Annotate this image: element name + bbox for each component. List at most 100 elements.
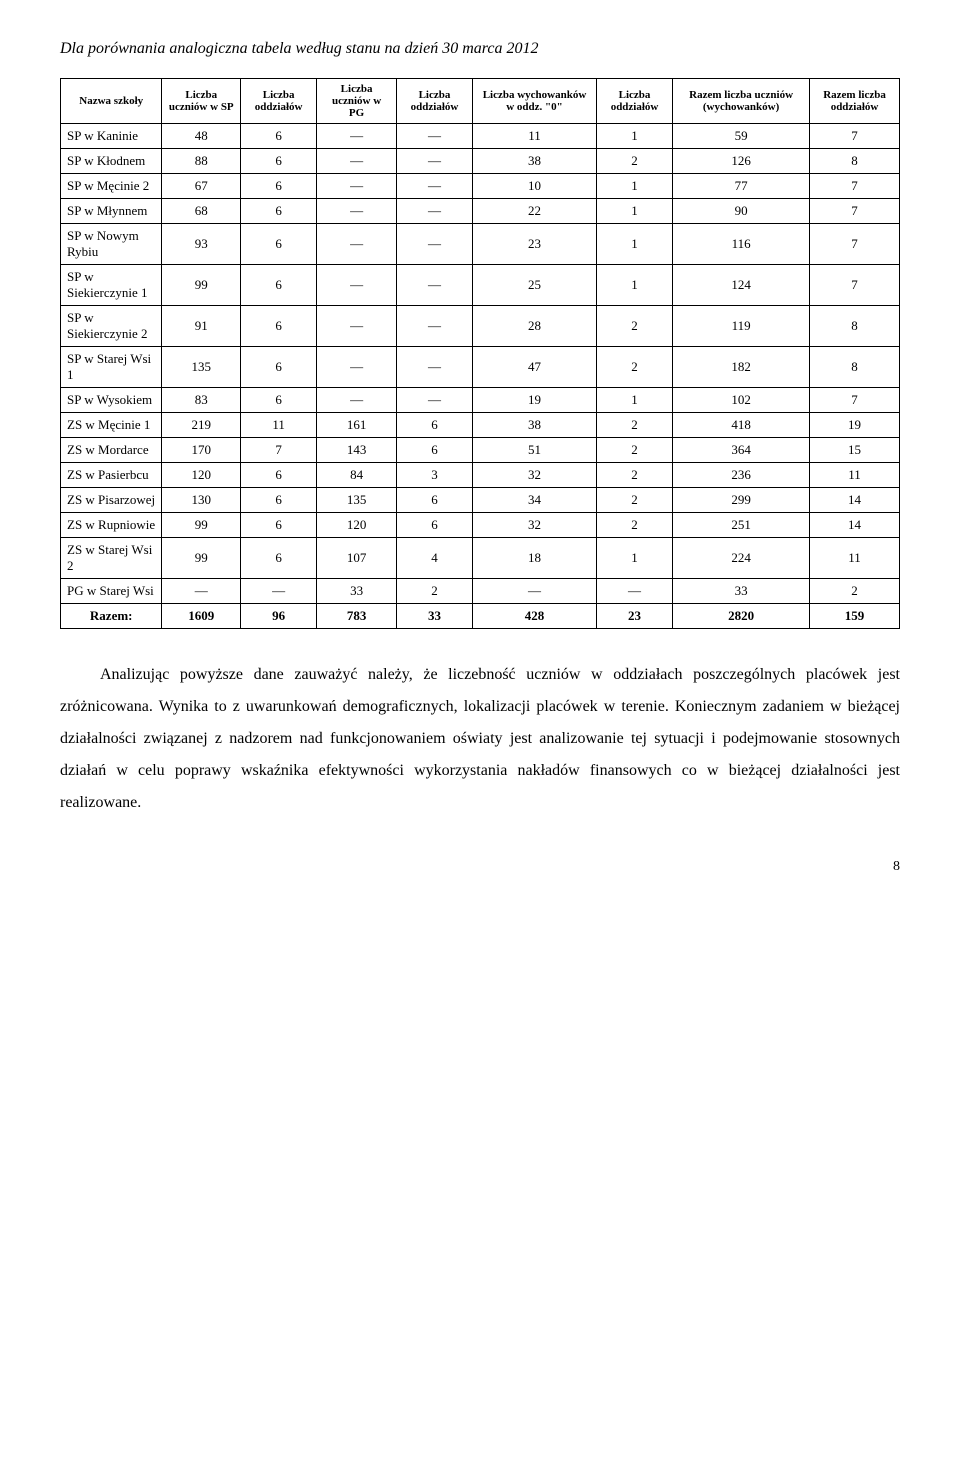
table-row: SP w Wysokiem836——1911027 xyxy=(61,388,900,413)
table-cell: 33 xyxy=(396,604,472,629)
table-row: SP w Kłodnem886——3821268 xyxy=(61,149,900,174)
table-cell: 90 xyxy=(673,199,810,224)
table-cell: — xyxy=(317,199,397,224)
col-header: Nazwa szkoły xyxy=(61,79,162,124)
table-cell: 2 xyxy=(596,513,672,538)
table-cell: SP w Wysokiem xyxy=(61,388,162,413)
table-cell: 11 xyxy=(241,413,317,438)
table-cell: 159 xyxy=(810,604,900,629)
table-cell: 88 xyxy=(162,149,241,174)
table-cell: 6 xyxy=(241,347,317,388)
page-number: 8 xyxy=(60,859,900,875)
table-cell: 6 xyxy=(241,224,317,265)
table-cell: 2820 xyxy=(673,604,810,629)
table-cell: ZS w Pisarzowej xyxy=(61,488,162,513)
table-cell: 99 xyxy=(162,513,241,538)
table-cell: 418 xyxy=(673,413,810,438)
col-header: Liczba oddziałów xyxy=(596,79,672,124)
table-cell: 107 xyxy=(317,538,397,579)
table-cell: 783 xyxy=(317,604,397,629)
table-row: ZS w Pasierbcu120684332223611 xyxy=(61,463,900,488)
table-cell: 2 xyxy=(596,463,672,488)
table-cell: 120 xyxy=(162,463,241,488)
table-row: PG w Starej Wsi——332——332 xyxy=(61,579,900,604)
table-cell: SP w Nowym Rybiu xyxy=(61,224,162,265)
table-cell: 126 xyxy=(673,149,810,174)
table-cell: SP w Starej Wsi 1 xyxy=(61,347,162,388)
table-cell: PG w Starej Wsi xyxy=(61,579,162,604)
table-cell: — xyxy=(396,388,472,413)
table-cell: 1 xyxy=(596,224,672,265)
table-cell: 6 xyxy=(241,174,317,199)
table-cell: 33 xyxy=(317,579,397,604)
table-cell: 59 xyxy=(673,124,810,149)
table-cell: — xyxy=(317,388,397,413)
col-header: Razem liczba oddziałów xyxy=(810,79,900,124)
table-cell: SP w Kłodnem xyxy=(61,149,162,174)
table-cell: 1609 xyxy=(162,604,241,629)
col-header: Liczba oddziałów xyxy=(396,79,472,124)
table-cell: 161 xyxy=(317,413,397,438)
table-cell: ZS w Rupniowie xyxy=(61,513,162,538)
table-cell: 99 xyxy=(162,265,241,306)
table-cell: 14 xyxy=(810,488,900,513)
table-cell: — xyxy=(317,124,397,149)
table-cell: 8 xyxy=(810,149,900,174)
table-cell: 1 xyxy=(596,265,672,306)
table-cell: 6 xyxy=(241,388,317,413)
table-cell: — xyxy=(396,124,472,149)
table-cell: 3 xyxy=(396,463,472,488)
table-cell: 91 xyxy=(162,306,241,347)
table-cell: 299 xyxy=(673,488,810,513)
table-cell: 120 xyxy=(317,513,397,538)
table-cell: — xyxy=(162,579,241,604)
table-cell: 119 xyxy=(673,306,810,347)
col-header: Razem liczba uczniów (wychowanków) xyxy=(673,79,810,124)
table-cell: 2 xyxy=(396,579,472,604)
table-cell: 6 xyxy=(241,265,317,306)
table-row: SP w Siekierczynie 2916——2821198 xyxy=(61,306,900,347)
page-title: Dla porównania analogiczna tabela według… xyxy=(60,40,900,58)
table-cell: 23 xyxy=(473,224,597,265)
table-row: SP w Męcinie 2676——101777 xyxy=(61,174,900,199)
table-cell: 6 xyxy=(241,124,317,149)
table-cell: 77 xyxy=(673,174,810,199)
table-cell: 124 xyxy=(673,265,810,306)
table-cell: 32 xyxy=(473,463,597,488)
table-row: ZS w Starej Wsi 2996107418122411 xyxy=(61,538,900,579)
table-cell: 1 xyxy=(596,124,672,149)
table-row: SP w Młynnem686——221907 xyxy=(61,199,900,224)
col-header: Liczba oddziałów xyxy=(241,79,317,124)
table-cell: 6 xyxy=(241,306,317,347)
table-row: SP w Siekierczynie 1996——2511247 xyxy=(61,265,900,306)
table-cell: 14 xyxy=(810,513,900,538)
table-cell: 224 xyxy=(673,538,810,579)
table-cell: 135 xyxy=(317,488,397,513)
table-cell: 2 xyxy=(596,488,672,513)
table-cell: 7 xyxy=(810,124,900,149)
table-cell: 182 xyxy=(673,347,810,388)
table-cell: 67 xyxy=(162,174,241,199)
table-sum-row: Razem:16099678333428232820159 xyxy=(61,604,900,629)
table-cell: 116 xyxy=(673,224,810,265)
table-cell: Razem: xyxy=(61,604,162,629)
table-cell: SP w Kaninie xyxy=(61,124,162,149)
table-cell: SP w Siekierczynie 1 xyxy=(61,265,162,306)
table-cell: — xyxy=(473,579,597,604)
table-cell: 34 xyxy=(473,488,597,513)
table-cell: 428 xyxy=(473,604,597,629)
data-table: Nazwa szkoły Liczba uczniów w SP Liczba … xyxy=(60,78,900,629)
table-cell: 8 xyxy=(810,306,900,347)
table-cell: 170 xyxy=(162,438,241,463)
table-row: SP w Starej Wsi 11356——4721828 xyxy=(61,347,900,388)
table-row: ZS w Pisarzowej1306135634229914 xyxy=(61,488,900,513)
table-row: ZS w Mordarce1707143651236415 xyxy=(61,438,900,463)
table-cell: — xyxy=(317,149,397,174)
table-row: ZS w Rupniowie996120632225114 xyxy=(61,513,900,538)
table-cell: 1 xyxy=(596,388,672,413)
table-cell: 1 xyxy=(596,538,672,579)
table-cell: 83 xyxy=(162,388,241,413)
table-cell: 23 xyxy=(596,604,672,629)
table-cell: ZS w Pasierbcu xyxy=(61,463,162,488)
table-cell: 38 xyxy=(473,149,597,174)
